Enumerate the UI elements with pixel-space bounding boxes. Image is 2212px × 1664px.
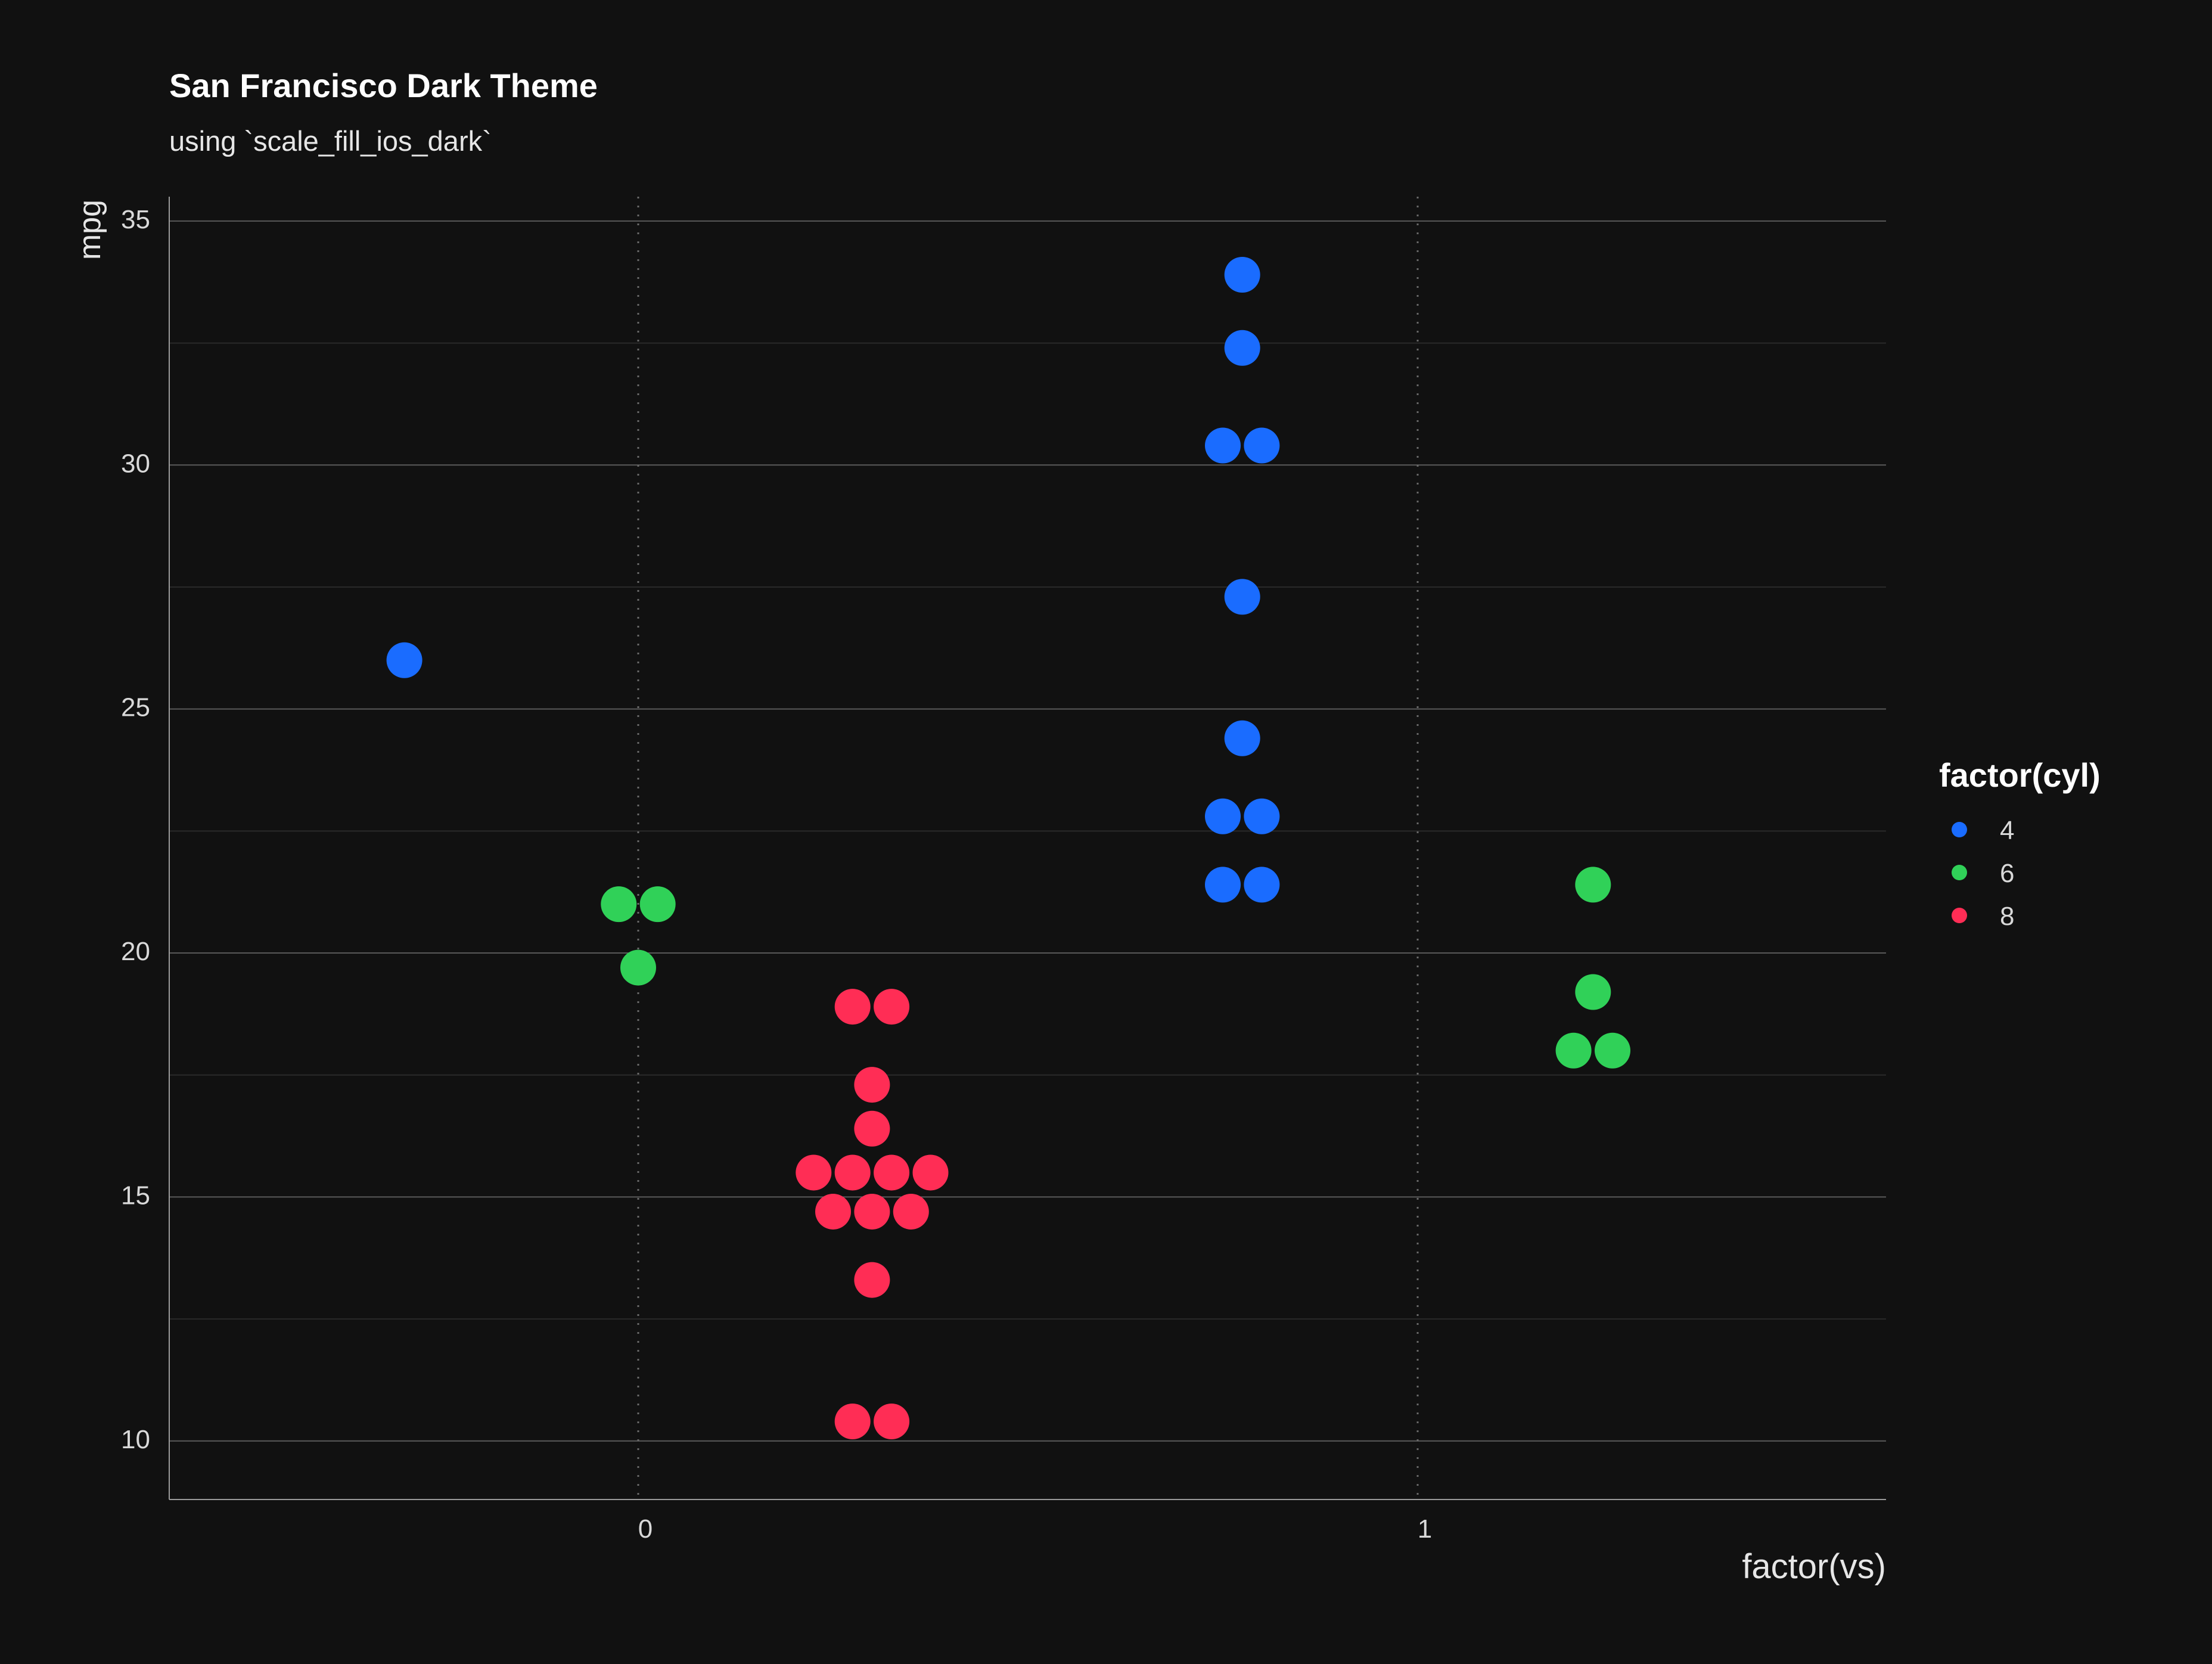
y-tick-label: 10 bbox=[121, 1425, 150, 1454]
y-tick-label: 25 bbox=[121, 693, 150, 722]
grid-lines bbox=[169, 197, 1886, 1500]
legend-swatch-6 bbox=[1952, 865, 1967, 880]
data-point-cyl-6 bbox=[1575, 974, 1611, 1010]
data-point-cyl-8 bbox=[893, 1193, 929, 1230]
legend: factor(cyl) 4 6 8 bbox=[1939, 756, 2101, 931]
data-point-cyl-4 bbox=[1224, 330, 1260, 366]
y-tick-label: 30 bbox=[121, 449, 150, 478]
data-point-cyl-8 bbox=[834, 1404, 871, 1440]
data-point-cyl-8 bbox=[874, 1404, 910, 1440]
y-tick-label: 20 bbox=[121, 937, 150, 966]
data-point-cyl-4 bbox=[1244, 798, 1280, 834]
data-point-cyl-8 bbox=[815, 1193, 851, 1230]
data-point-cyl-8 bbox=[796, 1154, 832, 1191]
data-point-cyl-8 bbox=[874, 989, 910, 1025]
x-tick-label: 1 bbox=[1418, 1514, 1432, 1544]
legend-title: factor(cyl) bbox=[1939, 756, 2101, 794]
data-point-cyl-4 bbox=[1205, 427, 1241, 464]
chart-title: San Francisco Dark Theme bbox=[169, 67, 598, 104]
legend-swatch-8 bbox=[1952, 908, 1967, 923]
data-point-cyl-6 bbox=[620, 949, 656, 986]
data-point-cyl-4 bbox=[1224, 256, 1260, 293]
data-point-cyl-4 bbox=[1205, 798, 1241, 834]
x-axis-label: factor(vs) bbox=[1742, 1547, 1886, 1586]
legend-label-4: 4 bbox=[2000, 816, 2014, 845]
data-point-cyl-8 bbox=[854, 1262, 890, 1298]
data-point-cyl-4 bbox=[1205, 867, 1241, 903]
data-point-cyl-8 bbox=[834, 1154, 871, 1191]
data-point-cyl-6 bbox=[1555, 1032, 1592, 1069]
legend-label-6: 6 bbox=[2000, 859, 2014, 888]
data-point-cyl-8 bbox=[854, 1067, 890, 1103]
legend-swatch-4 bbox=[1952, 822, 1967, 837]
data-point-cyl-4 bbox=[1224, 720, 1260, 756]
data-point-cyl-8 bbox=[834, 989, 871, 1025]
data-point-cyl-8 bbox=[874, 1154, 910, 1191]
data-point-cyl-6 bbox=[1595, 1032, 1630, 1069]
data-point-cyl-6 bbox=[1575, 867, 1611, 903]
data-point-cyl-4 bbox=[386, 642, 422, 678]
data-point-cyl-4 bbox=[1244, 867, 1280, 903]
data-points bbox=[386, 256, 1630, 1440]
y-tick-label: 35 bbox=[121, 205, 150, 234]
data-point-cyl-6 bbox=[639, 886, 676, 923]
data-point-cyl-4 bbox=[1244, 427, 1280, 464]
data-point-cyl-6 bbox=[601, 886, 637, 923]
axes: 10 15 20 25 30 35 0 1 bbox=[121, 197, 1886, 1544]
data-point-cyl-8 bbox=[854, 1110, 890, 1147]
data-point-cyl-8 bbox=[912, 1154, 949, 1191]
chart-subtitle: using `scale_fill_ios_dark` bbox=[169, 125, 492, 157]
legend-label-8: 8 bbox=[2000, 902, 2014, 931]
y-axis-label: mpg bbox=[73, 200, 107, 260]
data-point-cyl-4 bbox=[1224, 579, 1260, 615]
x-tick-label: 0 bbox=[638, 1514, 653, 1544]
y-tick-label: 15 bbox=[121, 1181, 150, 1210]
data-point-cyl-8 bbox=[854, 1193, 890, 1230]
